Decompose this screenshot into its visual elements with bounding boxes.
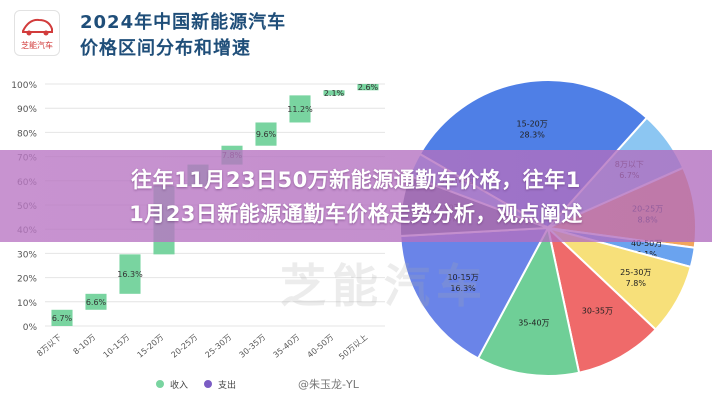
waterfall-bar — [51, 309, 73, 326]
x-tick-label: 50万以上 — [337, 333, 369, 362]
headline-line1: 往年11月23日50万新能源通勤车价格，往年1 — [131, 168, 581, 192]
pie-slice-value: 16.3% — [450, 284, 476, 293]
bar-value-label: 11.2% — [287, 105, 313, 114]
x-tick-label: 15-20万 — [136, 333, 166, 360]
headline-banner: 往年11月23日50万新能源通勤车价格，往年1 1月23日新能源通勤车价格走势分… — [0, 150, 712, 242]
headline-line2: 1月23日新能源通勤车价格走势分析，观点阐述 — [129, 202, 583, 226]
pie-slice-name: 40-50万 — [631, 239, 662, 248]
y-tick-label: 30% — [17, 250, 37, 260]
bar-value-label: 2.1% — [324, 89, 345, 98]
y-tick-label: 100% — [11, 81, 37, 91]
pie-slice — [546, 225, 658, 374]
bar-value-label: 9.6% — [256, 130, 277, 139]
chart-title-line1: 2024年中国新能源汽车 — [80, 12, 287, 33]
bar-value-label: 6.6% — [86, 298, 107, 307]
pie-slice-name: 15-20万 — [517, 120, 548, 129]
car-logo-icon — [22, 18, 53, 36]
brand-logo: 芝能汽车 — [14, 10, 60, 56]
legend-income-label: 收入 — [170, 379, 188, 391]
pie-slice-name: 30-35万 — [582, 307, 613, 316]
y-tick-label: 20% — [17, 275, 37, 285]
x-tick-label: 10-15万 — [102, 333, 132, 360]
watermark-handle: @朱玉龙-YL — [298, 378, 359, 391]
y-tick-label: 0% — [23, 323, 38, 333]
x-tick-label: 8万以下 — [35, 333, 63, 359]
legend-income-marker — [156, 380, 164, 388]
legend-expense-marker — [204, 380, 212, 388]
pie-slice-value: 28.3% — [519, 131, 545, 140]
y-tick-label: 90% — [17, 105, 37, 115]
y-tick-label: 80% — [17, 129, 37, 139]
pie-slice-name: 25-30万 — [620, 268, 651, 277]
pie-slice — [476, 225, 581, 377]
x-tick-label: 25-30万 — [204, 333, 234, 360]
pie-slice — [399, 226, 550, 360]
bar-value-label: 6.7% — [52, 314, 73, 323]
bar-value-label: 16.3% — [117, 270, 143, 279]
waterfall-bar — [255, 122, 277, 146]
waterfall-bar — [289, 95, 311, 123]
x-tick-label: 20-25万 — [170, 333, 200, 360]
pie-slice-name: 10-15万 — [447, 273, 478, 282]
chart-title-line2: 价格区间分布和增速 — [80, 38, 251, 59]
x-tick-label: 40-50万 — [306, 333, 336, 360]
x-tick-label: 30-35万 — [238, 333, 268, 360]
x-tick-label: 8-10万 — [71, 333, 97, 357]
waterfall-bar — [119, 254, 141, 294]
waterfall-bar — [357, 84, 379, 91]
bar-value-label: 2.6% — [358, 83, 379, 92]
logo-text: 芝能汽车 — [21, 41, 53, 50]
y-tick-label: 10% — [17, 299, 37, 309]
waterfall-bar — [85, 293, 107, 310]
waterfall-bar — [323, 90, 345, 96]
legend-expense-label: 支出 — [218, 379, 236, 391]
pie-slice-value: 7.8% — [626, 279, 647, 288]
x-tick-label: 35-40万 — [272, 333, 302, 360]
watermark: 芝能汽车 — [280, 259, 488, 313]
pie-slice-name: 35-40万 — [518, 319, 549, 328]
